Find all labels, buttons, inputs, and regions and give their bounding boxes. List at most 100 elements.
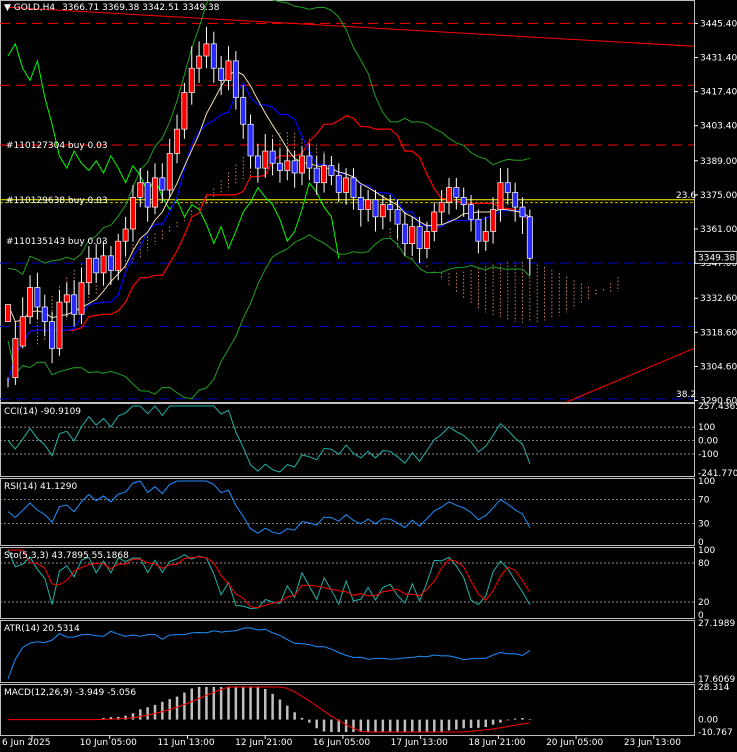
time-label: 6 Jun 2025: [2, 738, 50, 748]
candle-body: [166, 153, 173, 191]
candle-body: [56, 301, 63, 349]
candle-body: [453, 187, 460, 198]
stoch-signal-line: [8, 549, 531, 609]
macd-tick: -10.767: [698, 728, 733, 738]
candle-body: [468, 204, 475, 220]
macd-label: MACD(12,26,9) -3.949 -5.056: [4, 688, 136, 698]
candle-body: [321, 165, 328, 184]
chart-header: ▼ GOLD,H4 3366.71 3369.38 3342.51 3349.3…: [4, 3, 219, 13]
candle-body: [181, 92, 188, 130]
candle-body: [416, 226, 423, 249]
candle-body: [12, 338, 19, 378]
candle-body: [262, 150, 269, 169]
rsi-pane-frame: [0, 478, 695, 546]
stoch-pane-frame: [0, 547, 695, 619]
price-label: 3361.00: [700, 225, 737, 235]
fib-23-6-label: 23.6: [676, 191, 696, 201]
candle-body: [512, 192, 519, 208]
candle-body: [159, 177, 166, 191]
time-label: 20 Jun 05:00: [546, 738, 603, 748]
price-label: 3304.60: [700, 362, 737, 372]
rsi-tick: 100: [698, 477, 715, 487]
candle-body: [446, 187, 452, 203]
candle-body: [460, 196, 467, 206]
order-label-0: #110127304 buy 0.03: [6, 141, 108, 151]
rsi-label: RSI(14) 41.1290: [4, 482, 77, 492]
main-pane-frame: [0, 0, 695, 403]
trendline-upper: [7, 6, 695, 47]
candle-body: [335, 175, 342, 193]
cci-tick: 100: [698, 423, 715, 433]
price-label: 3332.60: [700, 294, 737, 304]
candle-body: [431, 211, 438, 232]
candle-body: [394, 209, 401, 225]
order-label-1: #110129638 buy 0.03: [6, 196, 108, 206]
candle-body: [277, 162, 283, 171]
candle-body: [247, 123, 254, 157]
candle-body: [519, 206, 526, 218]
price-label: 3403.40: [700, 122, 737, 132]
candle-body: [254, 155, 261, 169]
macd-tick: 0.00: [698, 716, 718, 726]
candle-body: [174, 128, 180, 154]
macd-tick: 28.314: [698, 683, 730, 693]
symbol-label: GOLD,H4: [13, 3, 56, 13]
triangle-down-icon[interactable]: ▼: [4, 3, 11, 13]
candle-body: [306, 155, 313, 169]
candle-body: [5, 304, 11, 322]
cci-tick: -241.7709: [698, 469, 737, 479]
candle-body: [313, 167, 320, 184]
candle-body: [299, 155, 305, 174]
candle-body: [269, 150, 276, 164]
candle-body: [497, 182, 504, 210]
current-price-label: 3349.38: [698, 253, 735, 263]
candle-body: [93, 257, 100, 274]
candle-body: [504, 182, 511, 193]
time-label: 23 Jun 13:00: [624, 738, 681, 748]
candle-body: [225, 60, 232, 81]
candle-body: [526, 216, 533, 259]
cci-line: [7, 405, 531, 473]
cci-pane-frame: [0, 403, 695, 477]
time-label: 12 Jun 21:00: [235, 738, 292, 748]
candle-body: [203, 43, 210, 57]
candle-body: [107, 255, 114, 271]
cci-tick: -100: [698, 450, 719, 460]
rsi-tick: 30: [698, 520, 710, 530]
stoch-tick: 0: [698, 611, 704, 621]
candle-body: [196, 55, 203, 69]
upper-band: [7, 0, 531, 276]
moving-average: [7, 70, 531, 323]
candle-body: [137, 182, 144, 198]
rsi-tick: 70: [698, 495, 710, 505]
candle-body: [152, 177, 158, 208]
atr-line: [7, 627, 531, 680]
atr-tick: 27.1989: [698, 619, 735, 629]
kijun-sen: [7, 115, 531, 383]
stoch-label: Sto(5,3,3) 43.7895 55.1868: [4, 551, 129, 561]
time-label: 10 Jun 05:00: [80, 738, 137, 748]
current-price-box: [694, 250, 737, 264]
order-label-2: #110135143 buy 0.03: [6, 237, 108, 247]
candle-body: [100, 255, 107, 274]
cci-tick: 0.00: [698, 437, 718, 447]
candle-body: [343, 177, 350, 193]
candle-body: [34, 287, 41, 308]
candle-body: [379, 204, 386, 218]
price-label: 3417.40: [700, 88, 737, 98]
macd-pane-frame: [0, 684, 695, 736]
candle-body: [19, 316, 26, 347]
atr-pane-frame: [0, 620, 695, 683]
time-label: 11 Jun 13:00: [157, 738, 214, 748]
candle-body: [41, 306, 48, 322]
candle-body: [475, 218, 482, 242]
price-label: 3375.00: [700, 191, 737, 201]
cci-label: CCI(14) -90.9109: [4, 407, 81, 417]
candle-body: [291, 160, 298, 174]
time-label: 18 Jun 21:00: [468, 738, 525, 748]
candle-body: [49, 321, 56, 349]
price-label: 3290.60: [700, 397, 737, 407]
rsi-tick: 0: [698, 538, 704, 548]
